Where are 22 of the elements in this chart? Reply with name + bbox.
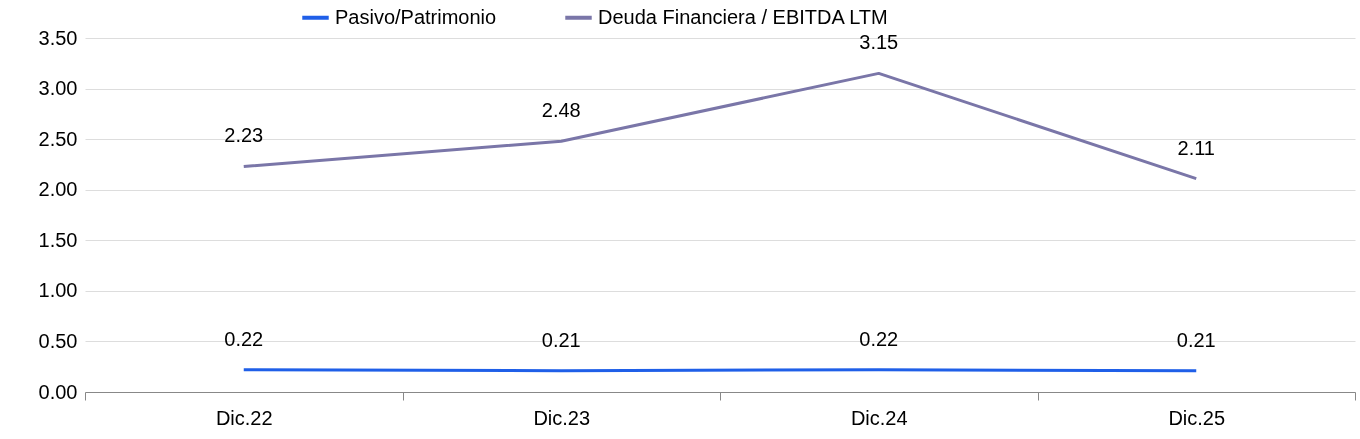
x-tick-label: Dic.23: [533, 406, 591, 429]
data-label: 0.22: [224, 327, 264, 350]
text: 2.50: [38, 127, 78, 150]
data-label: 0.22: [859, 327, 899, 350]
legend-label: Deuda Financiera / EBITDA LTM: [598, 5, 888, 28]
text: 3.00: [38, 77, 78, 100]
x-tick-label: Dic.22: [215, 406, 273, 429]
legend-label: Pasivo/Patrimonio: [335, 5, 497, 28]
x-tick-label: Dic.25: [1168, 406, 1226, 429]
data-label: 2.11: [1177, 136, 1215, 159]
data-label: 0.21: [1176, 328, 1216, 351]
data-label: 2.23: [224, 124, 264, 147]
data-label: 3.15: [859, 31, 899, 54]
x-tick-label: Dic.24: [850, 406, 908, 429]
text: 1.50: [38, 228, 78, 251]
data-label: 0.21: [541, 328, 581, 351]
text: 3.50: [38, 26, 78, 49]
text: 0.00: [38, 380, 78, 403]
text: 0.50: [38, 329, 78, 352]
data-label: 2.48: [541, 99, 581, 122]
text: 2.00: [38, 178, 78, 201]
text: 1.00: [38, 279, 78, 302]
